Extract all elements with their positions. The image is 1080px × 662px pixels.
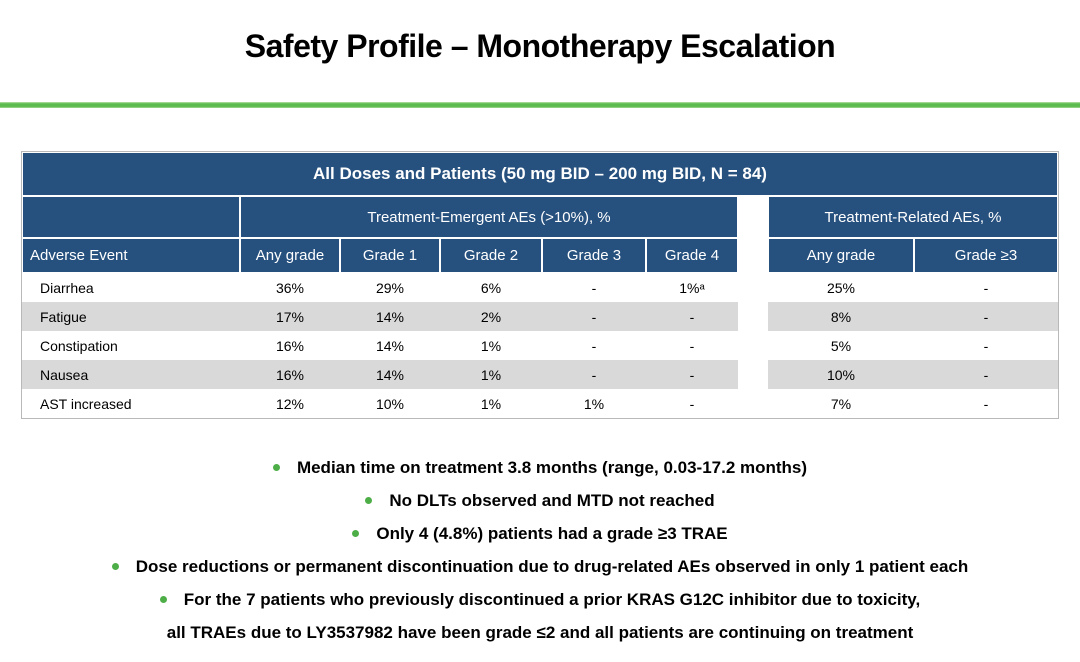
gap-column — [738, 331, 768, 360]
column-header-grade-2: Grade 2 — [440, 238, 542, 273]
column-header-grade-1: Grade 1 — [340, 238, 440, 273]
table-cell: 8% — [768, 302, 914, 331]
bullet-prior-kras-inhibitor: For the 7 patients who previously discon… — [0, 583, 1080, 616]
column-header-tr-grade-ge3: Grade ≥3 — [914, 238, 1058, 273]
bullet-dot-icon — [111, 563, 119, 570]
table-cell: 29% — [340, 273, 440, 302]
bullet-dot-icon — [352, 530, 360, 537]
table-cell: - — [914, 273, 1058, 302]
table-cell: - — [646, 389, 738, 418]
table-cell: - — [542, 331, 646, 360]
bullet-text: No DLTs observed and MTD not reached — [389, 490, 715, 510]
bullet-text: For the 7 patients who previously discon… — [183, 589, 921, 609]
bullet-text: Median time on treatment 3.8 months (ran… — [296, 457, 808, 477]
table-cell: 1% — [440, 360, 542, 389]
table-cell: 1% — [542, 389, 646, 418]
table-cell: - — [914, 389, 1058, 418]
table-cell: 1% — [440, 331, 542, 360]
table-cell: 10% — [768, 360, 914, 389]
table-cell: - — [914, 302, 1058, 331]
column-header-adverse-event: Adverse Event — [22, 238, 240, 273]
adverse-events-table: All Doses and Patients (50 mg BID – 200 … — [21, 151, 1059, 419]
table-cell: 10% — [340, 389, 440, 418]
table-cell: - — [914, 360, 1058, 389]
table-cell: 7% — [768, 389, 914, 418]
column-header-te-any-grade: Any grade — [240, 238, 340, 273]
table-cell-event: Fatigue — [22, 302, 240, 331]
column-header-grade-3: Grade 3 — [542, 238, 646, 273]
table-cell: 25% — [768, 273, 914, 302]
slide-title: Safety Profile – Monotherapy Escalation — [244, 28, 836, 64]
bullet-text: all TRAEs due to LY3537982 have been gra… — [166, 622, 914, 642]
table-cell: - — [646, 360, 738, 389]
gap-column — [738, 389, 768, 418]
table-cell: 5% — [768, 331, 914, 360]
group-header-treatment-emergent: Treatment-Emergent AEs (>10%), % — [240, 196, 738, 238]
table-cell: - — [646, 302, 738, 331]
column-header-grade-4: Grade 4 — [646, 238, 738, 273]
table-cell: 17% — [240, 302, 340, 331]
table-cell: - — [542, 273, 646, 302]
table-cell: 16% — [240, 331, 340, 360]
summary-bullet-list: Median time on treatment 3.8 months (ran… — [0, 451, 1080, 649]
bullet-median-time: Median time on treatment 3.8 months (ran… — [0, 451, 1080, 484]
bullet-text: Dose reductions or permanent discontinua… — [135, 556, 969, 576]
bullet-dose-reductions: Dose reductions or permanent discontinua… — [0, 550, 1080, 583]
table-cell-event: Constipation — [22, 331, 240, 360]
table-cell: - — [646, 331, 738, 360]
table-cell: 1%ᵃ — [646, 273, 738, 302]
table-cell: - — [914, 331, 1058, 360]
table-cell: - — [542, 302, 646, 331]
table-banner: All Doses and Patients (50 mg BID – 200 … — [22, 152, 1058, 196]
table-cell: 6% — [440, 273, 542, 302]
gap-column — [738, 273, 768, 302]
table-cell: - — [542, 360, 646, 389]
table-cell: 14% — [340, 302, 440, 331]
gap-column — [738, 360, 768, 389]
green-divider-line — [0, 102, 1080, 108]
bullet-dot-icon — [159, 596, 167, 603]
table-cell: 12% — [240, 389, 340, 418]
bullet-text: Only 4 (4.8%) patients had a grade ≥3 TR… — [376, 523, 728, 543]
table-cell: 16% — [240, 360, 340, 389]
gap-column — [738, 238, 768, 273]
bullet-continuation-line: all TRAEs due to LY3537982 have been gra… — [0, 616, 1080, 649]
group-header-treatment-related: Treatment-Related AEs, % — [768, 196, 1058, 238]
gap-column — [738, 196, 768, 238]
bullet-no-dlts: No DLTs observed and MTD not reached — [0, 484, 1080, 517]
table-cell: 1% — [440, 389, 542, 418]
table-cell: 2% — [440, 302, 542, 331]
table-cell-event: AST increased — [22, 389, 240, 418]
table-cell: 36% — [240, 273, 340, 302]
bullet-grade3-trae: Only 4 (4.8%) patients had a grade ≥3 TR… — [0, 517, 1080, 550]
bullet-dot-icon — [365, 497, 373, 504]
column-header-tr-any-grade: Any grade — [768, 238, 914, 273]
gap-column — [738, 302, 768, 331]
table-cell: 14% — [340, 360, 440, 389]
bullet-dot-icon — [272, 464, 280, 471]
table-cell: 14% — [340, 331, 440, 360]
table-cell-event: Nausea — [22, 360, 240, 389]
blank-header-cell — [22, 196, 240, 238]
table-cell-event: Diarrhea — [22, 273, 240, 302]
